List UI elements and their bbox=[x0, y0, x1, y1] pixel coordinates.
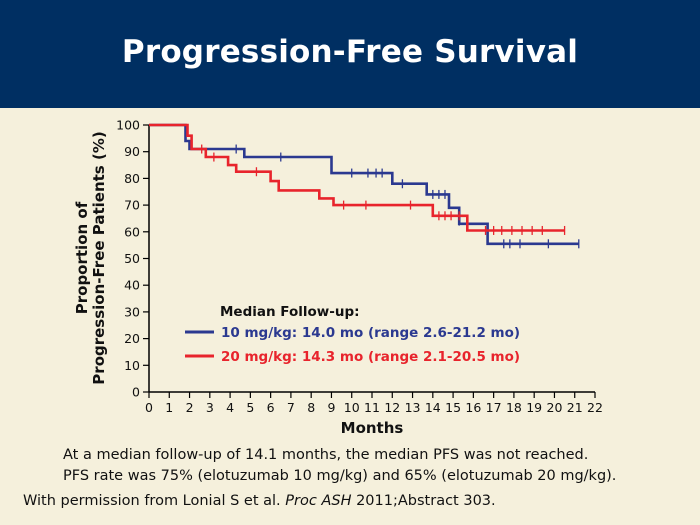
x-tick-label: 13 bbox=[405, 400, 421, 415]
y-tick-label: 0 bbox=[132, 385, 140, 400]
x-tick-label: 16 bbox=[465, 400, 481, 415]
x-tick-label: 20 bbox=[547, 400, 563, 415]
x-tick-label: 17 bbox=[486, 400, 502, 415]
x-tick-label: 6 bbox=[267, 400, 275, 415]
y-tick-label: 30 bbox=[124, 304, 140, 319]
x-tick-label: 22 bbox=[587, 400, 603, 415]
x-tick-label: 8 bbox=[307, 400, 315, 415]
x-tick-label: 18 bbox=[506, 400, 522, 415]
x-tick-label: 7 bbox=[287, 400, 295, 415]
x-tick-label: 2 bbox=[186, 400, 194, 415]
y-axis-label-line2: Progression-Free Patients (%) bbox=[90, 131, 108, 384]
x-tick-label: 21 bbox=[567, 400, 583, 415]
slide-title: Progression-Free Survival bbox=[121, 34, 579, 70]
x-tick-label: 12 bbox=[384, 400, 400, 415]
y-tick-label: 70 bbox=[124, 198, 140, 213]
y-tick-label: 20 bbox=[124, 331, 140, 346]
citation-journal: Proc ASH bbox=[285, 493, 352, 509]
citation-suffix: 2011;Abstract 303. bbox=[356, 493, 496, 509]
x-tick-label: 4 bbox=[226, 400, 234, 415]
series-group bbox=[149, 123, 580, 249]
y-tick-label: 90 bbox=[124, 144, 140, 159]
title-banner bbox=[0, 0, 700, 108]
x-tick-group: 0 1 2 3 4 5 6 7 8 9 10 11 12 13 14 15 16 17 18 19 20 21 22 bbox=[145, 392, 603, 415]
footnote-line-1: At a median follow-up of 14.1 months, th… bbox=[63, 447, 589, 463]
y-tick-label: 100 bbox=[116, 118, 140, 133]
legend: Median Follow-up: 10 mg/kg: 14.0 mo (ran… bbox=[185, 304, 520, 365]
y-tick-label: 60 bbox=[124, 224, 140, 239]
x-tick-label: 9 bbox=[327, 400, 335, 415]
x-tick-label: 11 bbox=[364, 400, 380, 415]
y-tick-group: 0 10 20 30 40 50 60 70 80 90 100 bbox=[116, 118, 149, 400]
y-tick-label: 10 bbox=[124, 358, 140, 373]
y-tick-label: 50 bbox=[124, 251, 140, 266]
x-tick-label: 15 bbox=[445, 400, 461, 415]
x-tick-label: 3 bbox=[206, 400, 214, 415]
footnote-line-2: PFS rate was 75% (elotuzumab 10 mg/kg) a… bbox=[63, 468, 617, 484]
x-tick-label: 19 bbox=[526, 400, 542, 415]
citation-prefix: With permission from Lonial S et al. bbox=[23, 493, 281, 509]
x-tick-label: 0 bbox=[145, 400, 153, 415]
x-tick-label: 1 bbox=[165, 400, 173, 415]
legend-title: Median Follow-up: bbox=[220, 304, 360, 320]
x-tick-label: 10 bbox=[344, 400, 360, 415]
x-tick-label: 5 bbox=[246, 400, 254, 415]
citation: With permission from Lonial S et al. Pro… bbox=[23, 493, 496, 509]
y-tick-label: 80 bbox=[124, 171, 140, 186]
x-axis-label: Months bbox=[341, 419, 404, 437]
series-20mg-curve bbox=[149, 123, 565, 232]
series-10mg-curve bbox=[149, 123, 579, 246]
legend-label-10: 10 mg/kg: 14.0 mo (range 2.6-21.2 mo) bbox=[221, 325, 520, 341]
x-tick-label: 14 bbox=[425, 400, 441, 415]
legend-label-20: 20 mg/kg: 14.3 mo (range 2.1-20.5 mo) bbox=[221, 349, 520, 365]
y-axis-label-line1: Proportion of bbox=[73, 201, 91, 314]
y-tick-label: 40 bbox=[124, 278, 140, 293]
